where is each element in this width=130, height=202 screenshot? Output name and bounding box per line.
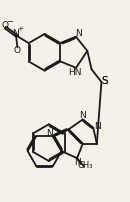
Text: S: S [101, 76, 108, 85]
Text: S: S [101, 76, 108, 86]
Text: O: O [14, 46, 21, 55]
Text: N: N [46, 129, 53, 138]
Text: +: + [17, 26, 23, 33]
Text: −: − [6, 17, 13, 26]
Text: N: N [79, 111, 86, 120]
Text: O: O [1, 21, 8, 29]
Text: N: N [94, 122, 101, 131]
Text: CH₃: CH₃ [77, 161, 93, 170]
Text: N: N [74, 158, 81, 167]
Text: N: N [75, 29, 82, 38]
Text: N: N [12, 29, 19, 38]
Text: HN: HN [69, 68, 82, 77]
